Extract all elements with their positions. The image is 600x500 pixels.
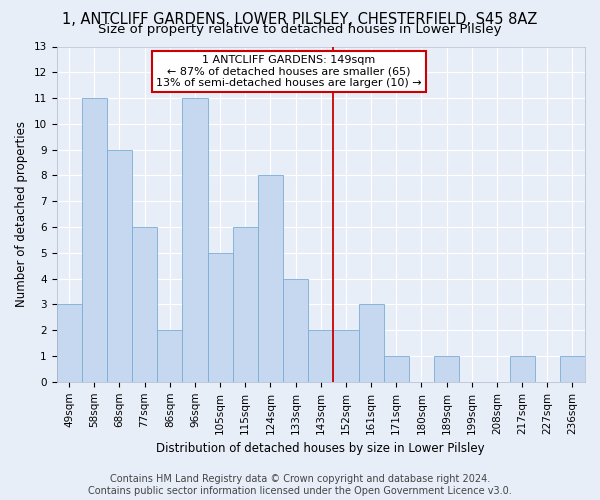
Y-axis label: Number of detached properties: Number of detached properties bbox=[15, 121, 28, 307]
Bar bbox=[308, 330, 334, 382]
Bar bbox=[383, 356, 409, 382]
Bar bbox=[208, 253, 233, 382]
Bar bbox=[258, 176, 283, 382]
Bar bbox=[56, 304, 82, 382]
Bar bbox=[132, 227, 157, 382]
X-axis label: Distribution of detached houses by size in Lower Pilsley: Distribution of detached houses by size … bbox=[157, 442, 485, 455]
Bar bbox=[107, 150, 132, 382]
Bar bbox=[182, 98, 208, 382]
Text: Contains HM Land Registry data © Crown copyright and database right 2024.
Contai: Contains HM Land Registry data © Crown c… bbox=[88, 474, 512, 496]
Bar bbox=[434, 356, 459, 382]
Text: 1 ANTCLIFF GARDENS: 149sqm
← 87% of detached houses are smaller (65)
13% of semi: 1 ANTCLIFF GARDENS: 149sqm ← 87% of deta… bbox=[156, 55, 422, 88]
Text: 1, ANTCLIFF GARDENS, LOWER PILSLEY, CHESTERFIELD, S45 8AZ: 1, ANTCLIFF GARDENS, LOWER PILSLEY, CHES… bbox=[62, 12, 538, 26]
Bar bbox=[334, 330, 359, 382]
Bar bbox=[82, 98, 107, 382]
Bar bbox=[560, 356, 585, 382]
Bar bbox=[359, 304, 383, 382]
Bar bbox=[509, 356, 535, 382]
Bar bbox=[157, 330, 182, 382]
Bar bbox=[233, 227, 258, 382]
Bar bbox=[283, 278, 308, 382]
Text: Size of property relative to detached houses in Lower Pilsley: Size of property relative to detached ho… bbox=[98, 22, 502, 36]
